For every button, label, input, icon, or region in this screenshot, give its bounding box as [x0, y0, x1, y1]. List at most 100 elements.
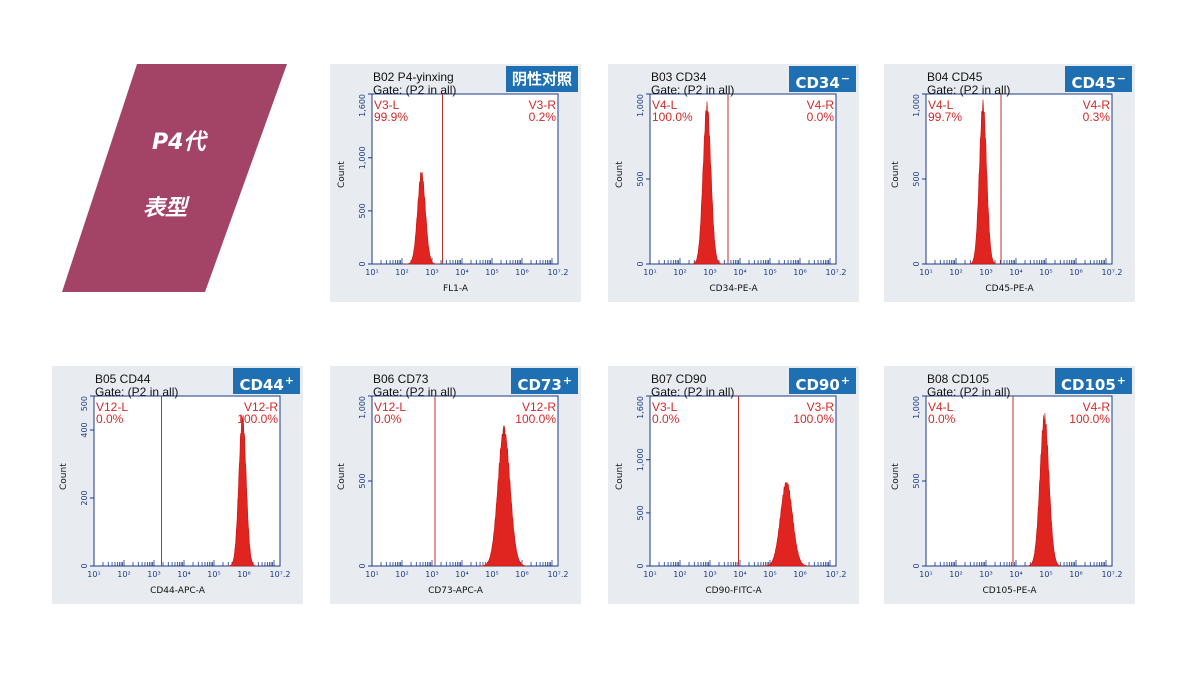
marker-badge: CD105+	[1055, 368, 1132, 394]
marker-badge: CD45−	[1065, 66, 1132, 92]
x-tick-label: 10⁴	[455, 268, 468, 277]
right-region-label: V12-R 100.0%	[515, 400, 556, 426]
x-tick-label: 10⁷.2	[269, 570, 290, 579]
y-axis-label: Count	[337, 463, 347, 490]
histogram-svg: 0 500 1,000 1,600 10¹ 10² 10³ 10⁴ 10⁵ 10⁶ 10⁷.2	[358, 93, 569, 277]
x-tick-label: 10⁴	[733, 570, 746, 579]
x-tick-label: 10⁶	[515, 570, 528, 579]
marker-badge-sign: +	[1116, 374, 1126, 387]
x-tick-label: 10⁷.2	[1101, 570, 1122, 579]
x-tick-label: 10⁷.2	[825, 268, 846, 277]
panel-title: B05 CD44	[95, 372, 151, 386]
histogram-panel-b06: 0 500 1,000 10¹ 10² 10³ 10⁴ 10⁵ 10⁶ 10⁷.2 B06 CD73…	[330, 366, 581, 604]
panel-title: B02 P4-yinxing	[373, 70, 454, 84]
marker-badge: 阴性对照	[505, 66, 578, 92]
x-tick-label: 10³	[147, 570, 160, 579]
right-region-label: V3-R 0.2%	[528, 98, 556, 124]
left-region-label: V3-L 99.9%	[374, 98, 409, 124]
histogram-peak	[227, 415, 258, 567]
x-tick-label: 10⁴	[733, 268, 746, 277]
marker-badge: CD34−	[789, 66, 856, 92]
histogram-peak	[479, 425, 529, 567]
y-tick-label: 1,000	[358, 396, 367, 419]
y-axis-label: Count	[59, 463, 69, 490]
x-tick-label: 10⁴	[455, 570, 468, 579]
right-region-label: V3-R 100.0%	[793, 400, 834, 426]
x-tick-label: 10²	[673, 570, 686, 579]
plot-frame	[925, 93, 1113, 265]
right-region-label: V4-R 0.0%	[806, 98, 834, 124]
histogram-peak	[762, 482, 811, 567]
gate-label: Gate: (P2 in all)	[373, 385, 457, 399]
x-tick-label: 10⁶	[793, 570, 806, 579]
left-region-label: V12-L 0.0%	[96, 400, 129, 426]
left-region-label: V3-L 0.0%	[652, 400, 680, 426]
marker-badge-sign: −	[840, 72, 850, 85]
x-tick-label: 10⁶	[793, 268, 806, 277]
y-axis-label: Count	[891, 161, 901, 188]
y-tick-label: 1,000	[912, 396, 921, 419]
histogram-peak	[1026, 412, 1063, 567]
y-tick-label: 1,000	[636, 94, 645, 117]
histogram-panel-b07: 0 500 1,000 1,600 10¹ 10² 10³ 10⁴ 10⁵ 10⁶ 10⁷.2 B07…	[608, 366, 859, 604]
x-tick-label: 10⁵	[1039, 570, 1052, 579]
x-tick-label: 10³	[979, 570, 992, 579]
marker-badge-sign: −	[1116, 72, 1126, 85]
x-tick-label: 10¹	[365, 570, 378, 579]
histogram-panel-b05: 0 200 400 500 10¹ 10² 10³ 10⁴ 10⁵ 10⁶ 10⁷.2 B05 CD4…	[52, 366, 303, 604]
x-tick-label: 10⁴	[177, 570, 190, 579]
y-tick-label: 400	[80, 422, 89, 437]
y-tick-label: 1,000	[912, 94, 921, 117]
left-region-label: V4-L 0.0%	[928, 400, 956, 426]
marker-badge: CD73+	[511, 368, 578, 394]
panel-title: B03 CD34	[651, 70, 707, 84]
y-tick-label: 500	[912, 171, 921, 186]
x-tick-label: 10²	[949, 268, 962, 277]
plot-frame	[925, 395, 1113, 567]
gate-label: Gate: (P2 in all)	[927, 385, 1011, 399]
histogram-svg: 0 500 1,000 10¹ 10² 10³ 10⁴ 10⁵ 10⁶ 10⁷.2	[912, 93, 1123, 277]
x-tick-label: 10¹	[919, 570, 932, 579]
gate-label: Gate: (P2 in all)	[927, 83, 1011, 97]
gate-label: Gate: (P2 in all)	[373, 83, 457, 97]
x-tick-label: 10²	[395, 268, 408, 277]
histogram-svg: 0 500 1,000 10¹ 10² 10³ 10⁴ 10⁵ 10⁶ 10⁷.2	[912, 395, 1123, 579]
histogram-panel-b08: 0 500 1,000 10¹ 10² 10³ 10⁴ 10⁵ 10⁶ 10⁷.2 B08 CD10…	[884, 366, 1135, 604]
plot-frame	[371, 93, 559, 265]
banner-title-line2: 表型	[143, 196, 188, 221]
y-tick-label: 500	[636, 505, 645, 520]
y-axis-label: Count	[891, 463, 901, 490]
y-tick-label: 1,600	[358, 94, 367, 117]
x-axis-label: CD45-PE-A	[985, 284, 1034, 294]
marker-badge-sign: +	[840, 374, 850, 387]
y-axis-label: Count	[615, 463, 625, 490]
x-tick-label: 10²	[117, 570, 130, 579]
x-tick-label: 10⁵	[485, 570, 498, 579]
x-tick-label: 10⁶	[515, 268, 528, 277]
histogram-svg: 0 200 400 500 10¹ 10² 10³ 10⁴ 10⁵ 10⁶ 10⁷.2	[80, 395, 291, 579]
histogram-svg: 0 500 1,000 10¹ 10² 10³ 10⁴ 10⁵ 10⁶ 10⁷.2	[358, 395, 569, 579]
x-tick-label: 10⁵	[763, 268, 776, 277]
x-tick-label: 10⁷.2	[547, 570, 568, 579]
x-tick-label: 10²	[395, 570, 408, 579]
y-axis-label: Count	[615, 161, 625, 188]
x-tick-label: 10²	[949, 570, 962, 579]
y-tick-label: 0	[358, 563, 367, 568]
y-tick-label: 0	[358, 261, 367, 266]
histogram-peak	[405, 171, 438, 265]
x-tick-label: 10³	[425, 268, 438, 277]
y-tick-label: 0	[912, 563, 921, 568]
histogram-peak	[968, 99, 998, 265]
x-tick-label: 10⁵	[485, 268, 498, 277]
right-region-label: V4-R 0.3%	[1082, 98, 1110, 124]
x-tick-label: 10⁶	[1069, 570, 1082, 579]
histogram-svg: 0 500 1,000 1,600 10¹ 10² 10³ 10⁴ 10⁵ 10⁶ 10⁷.2	[636, 395, 847, 579]
banner-parallelogram	[62, 64, 287, 292]
y-tick-label: 1,000	[636, 448, 645, 471]
left-region-label: V4-L 99.7%	[928, 98, 963, 124]
plot-frame	[649, 395, 837, 567]
y-tick-label: 200	[80, 490, 89, 505]
left-region-label: V4-L 100.0%	[652, 98, 693, 124]
y-tick-label: 1,600	[636, 396, 645, 419]
x-axis-label: CD105-PE-A	[982, 586, 1037, 596]
